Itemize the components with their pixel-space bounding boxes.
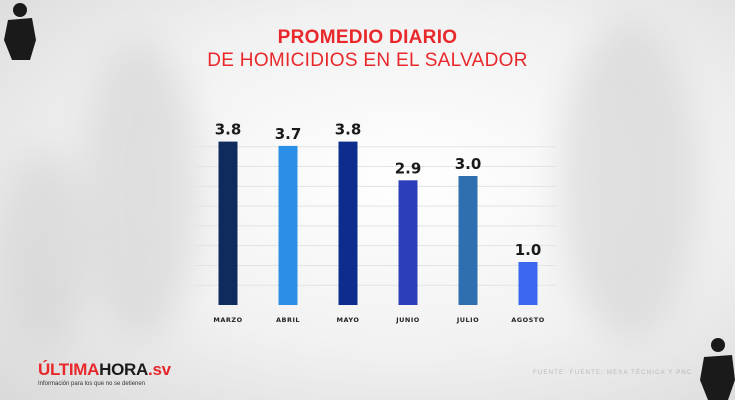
value-label: 3.0: [455, 155, 482, 173]
value-label: 3.7: [275, 125, 302, 143]
value-label: 2.9: [395, 159, 422, 177]
brand-logo: ÚLTIMAHORA.sv Información para los que n…: [38, 360, 171, 387]
category-label: JUNIO: [395, 316, 420, 324]
value-label: 1.0: [515, 241, 542, 259]
bar-abril: [278, 145, 298, 305]
logo-part-sv: .sv: [148, 360, 171, 379]
figure-silhouette-top-left: [4, 3, 36, 60]
category-label: JULIO: [456, 316, 479, 324]
logo-part-hora: HORA: [99, 360, 149, 379]
category-label: ABRIL: [276, 316, 300, 324]
background-silhouette: [560, 20, 700, 340]
figure-silhouette-bottom-right: [700, 338, 735, 400]
value-label: 3.8: [215, 121, 242, 139]
category-label: AGOSTO: [511, 316, 545, 324]
bar-julio: [458, 176, 478, 305]
value-label: 3.8: [335, 121, 362, 139]
logo-tagline: Información para los que no se detienen: [38, 381, 146, 387]
bar-junio: [398, 180, 418, 305]
chart-title-line1: PROMEDIO DIARIO: [277, 27, 458, 48]
category-label: MAYO: [337, 316, 360, 324]
background-silhouette: [80, 40, 200, 340]
bar-mayo: [338, 141, 358, 305]
logo-part-ultima: ÚLTIMA: [38, 360, 100, 379]
background-silhouette: [0, 150, 90, 350]
category-label: MARZO: [213, 316, 242, 324]
bar-agosto: [518, 262, 538, 305]
source-note: FUENTE: FUENTE: MESA TÉCNICA Y PNC: [533, 370, 693, 376]
bar-marzo: [218, 141, 238, 305]
chart-title-line2: DE HOMICIDIOS EN EL SALVADOR: [207, 50, 528, 71]
